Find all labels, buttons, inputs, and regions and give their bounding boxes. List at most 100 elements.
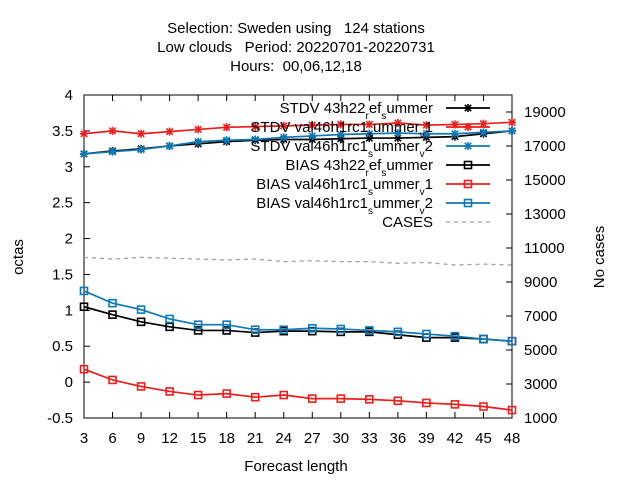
x-tick-label: 36 (390, 430, 407, 447)
data-point (222, 326, 231, 335)
y-tick-label: 4 (65, 87, 73, 104)
legend-sample-marker (463, 198, 473, 208)
data-point (165, 387, 174, 396)
data-point (108, 375, 117, 385)
y2-axis: 1000 3000 5000 7000 9000 11000 13000 15000 17000… (506, 104, 566, 427)
data-point (479, 402, 488, 411)
y-tick-label: 0 (65, 374, 73, 391)
data-point (108, 126, 117, 135)
data-point (308, 121, 317, 130)
y2-tick-label: 9000 (524, 274, 557, 291)
x-tick-label: 30 (332, 430, 349, 447)
data-point (279, 390, 289, 400)
y-tick-label: 0.5 (52, 338, 73, 355)
data-point (79, 364, 89, 374)
data-point (336, 120, 345, 129)
series-line-2 (83, 130, 513, 155)
legend-sample-marker (464, 142, 472, 150)
series-line-3 (83, 305, 513, 343)
data-point (108, 310, 117, 319)
data-point (479, 128, 488, 137)
data-point (422, 398, 431, 408)
y-tick-label: 2.5 (52, 195, 73, 212)
data-point (479, 334, 488, 344)
legend-sample-marker (463, 160, 473, 170)
data-point (251, 122, 260, 131)
data-point (508, 118, 516, 127)
data-point (365, 129, 374, 138)
data-point (279, 133, 288, 142)
legend-sample-marker (464, 104, 472, 112)
legend-entry-label: CASES (382, 214, 433, 231)
data-point (250, 325, 260, 335)
data-point (393, 129, 402, 138)
y2-axis-label: No cases (591, 226, 608, 289)
y2-tick-label: 7000 (524, 308, 557, 325)
data-point (108, 298, 117, 308)
data-point (136, 382, 146, 391)
legend-sample-marker (464, 123, 472, 131)
data-point (194, 125, 203, 134)
legend-entry-label: BIAS val46h1rc1summerv1 (256, 176, 433, 198)
legend-entry-label: STDV val46h1rc1summerv1 (250, 119, 433, 141)
data-point (508, 126, 516, 135)
data-point (80, 149, 88, 158)
data-point (422, 129, 431, 138)
x-tick-label: 3 (80, 430, 88, 447)
x-tick-label: 9 (137, 430, 145, 447)
title-line: Selection: Sweden using 124 stations (167, 20, 425, 37)
series-line-4 (83, 368, 513, 411)
data-point (450, 400, 460, 409)
data-point (193, 390, 203, 400)
data-point (136, 305, 146, 314)
data-point (279, 325, 289, 335)
y2-tick-label: 19000 (524, 104, 566, 121)
data-point (80, 129, 88, 138)
y-tick-label: 3.5 (52, 123, 73, 140)
title-line: Low clouds Period: 20220701-20220731 (157, 39, 435, 56)
y-axis-label: octas (10, 239, 27, 275)
y-tick-label: 3 (65, 159, 73, 176)
data-point (365, 120, 374, 129)
data-point (507, 405, 517, 415)
data-point (250, 392, 260, 402)
data-point (222, 136, 231, 145)
legend-sample-marker (463, 179, 473, 189)
data-point (137, 145, 146, 154)
y2-tick-label: 17000 (524, 138, 566, 155)
x-tick-label: 24 (275, 430, 292, 447)
legend-entry-label: BIAS 43h22refsummer (285, 157, 433, 179)
y2-tick-label: 3000 (524, 376, 557, 393)
legend-entry-label: STDV 43h22refsummer (280, 100, 433, 122)
y-tick-label: 2 (65, 231, 73, 248)
data-point (336, 130, 345, 139)
x-tick-label: 15 (190, 430, 207, 447)
data-point (251, 135, 260, 144)
data-point (336, 324, 346, 334)
x-tick-label: 18 (218, 430, 235, 447)
data-point (336, 394, 346, 403)
data-point (165, 127, 174, 136)
legend-entry-label: BIAS val46h1rc1summerv2 (256, 195, 433, 217)
data-point (422, 121, 431, 130)
title-line: Hours: 00,06,12,18 (230, 58, 362, 75)
y-tick-label: 1.5 (52, 266, 73, 283)
data-point (307, 394, 317, 403)
y-tick-label: 1 (65, 302, 73, 319)
x-tick-label: 39 (418, 430, 435, 447)
plot-area (83, 94, 513, 419)
y2-tick-label: 13000 (524, 206, 566, 223)
x-axis: 3 6 9 12 15 18 21 24 27 30 33 36 39 42 45 48 (80, 95, 520, 447)
x-tick-label: 33 (361, 430, 378, 447)
data-point (393, 396, 403, 406)
data-point (222, 320, 231, 329)
data-point (307, 323, 317, 333)
data-point (507, 336, 517, 346)
data-point (422, 329, 431, 339)
x-tick-label: 21 (247, 430, 264, 447)
series-line-5 (83, 290, 513, 343)
data-point (165, 314, 174, 324)
data-point (279, 121, 288, 130)
